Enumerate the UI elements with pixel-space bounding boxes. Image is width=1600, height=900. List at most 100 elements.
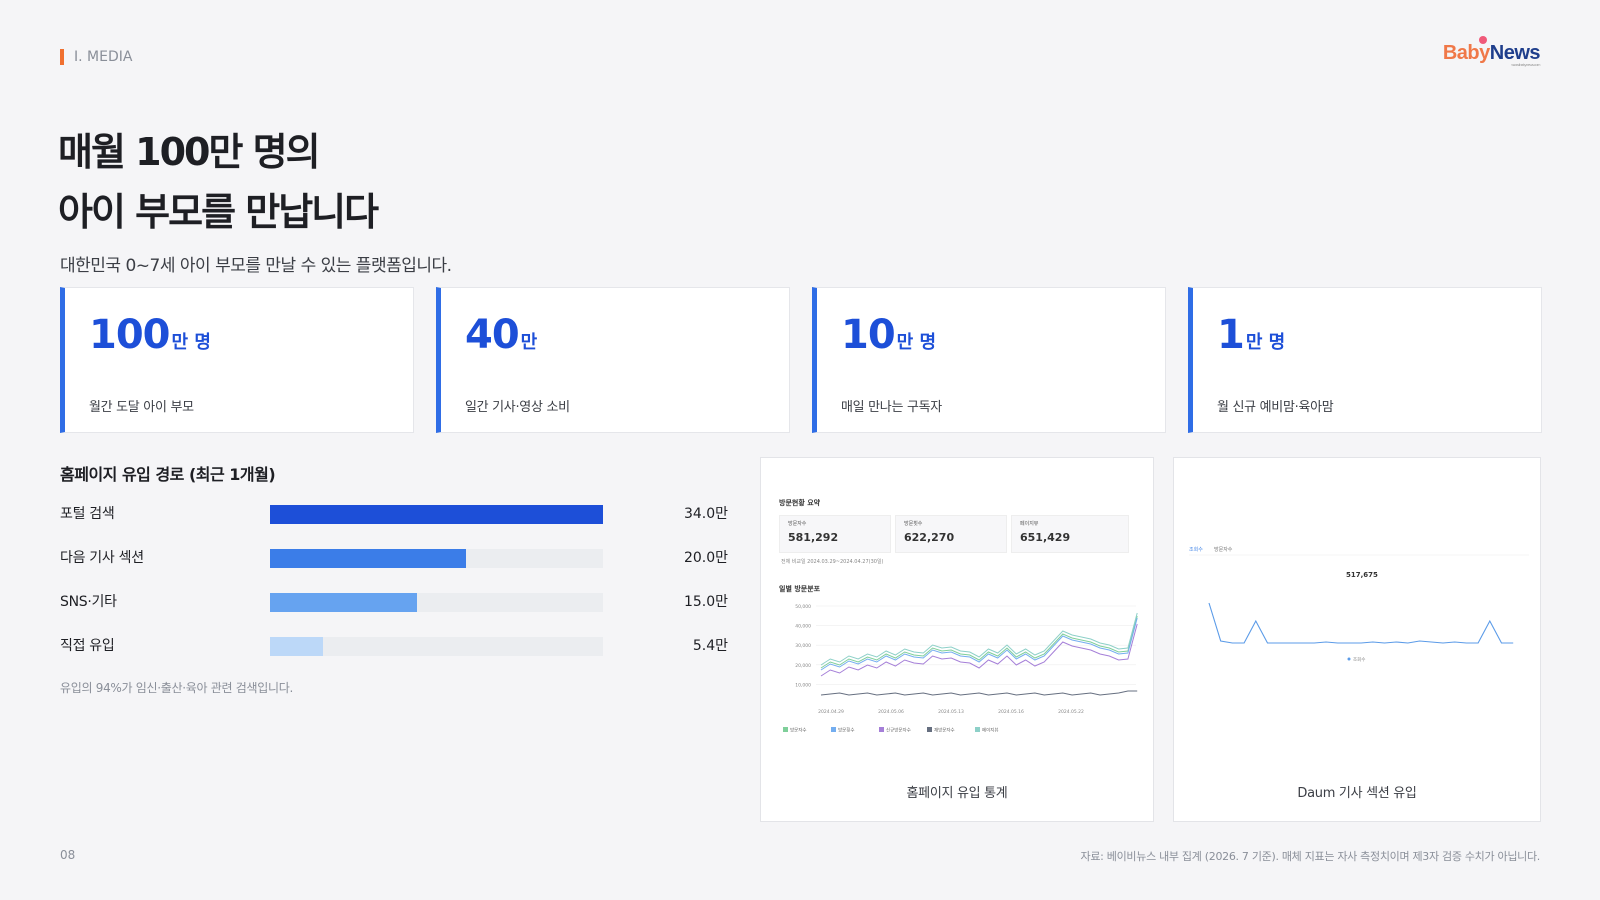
- screenshot-caption: Daum 기사 섹션 유입: [1297, 786, 1417, 801]
- legend-label: 방문자수: [790, 727, 807, 734]
- section-label: I. MEDIA: [74, 49, 133, 65]
- stat-unit: 만 명: [171, 332, 211, 353]
- inflow-note: 유입의 94%가 임신·출산·육아 관련 검색입니다.: [60, 681, 293, 695]
- y-tick-label: 20,000: [795, 663, 811, 669]
- legend-label: 페이지뷰: [982, 727, 999, 734]
- x-tick-label: 2024.04.29: [818, 709, 844, 715]
- legend-label: 조회수: [1353, 656, 1365, 663]
- series-line: [820, 615, 1138, 669]
- inflow-row: 직접 유입 5.4만: [60, 632, 728, 676]
- daum-section-screenshot: 조회수 방문자수 517,675 조회수 Daum 기사 섹션 유입: [1173, 457, 1541, 822]
- summary-key: 방문횟수: [904, 521, 923, 527]
- period-text: 전체 비교일 2024.03.29~2024.04.27(30일): [781, 559, 884, 565]
- legend-label: 재방문자수: [934, 727, 955, 734]
- stat-number: 100: [89, 312, 170, 358]
- inflow-track: [270, 593, 603, 612]
- summary-box: 방문횟수 622,270: [895, 515, 1007, 553]
- stat-unit: 만 명: [896, 332, 937, 353]
- daum-views-chart: 조회수: [1189, 554, 1529, 663]
- legend-swatch: [783, 727, 788, 732]
- legend-label: 방문횟수: [838, 727, 855, 734]
- inflow-label: 포털 검색: [60, 506, 115, 522]
- x-tick-label: 2024.05.16: [998, 709, 1024, 715]
- inflow-value: 20.0만: [683, 550, 728, 566]
- legend-swatch: [1347, 657, 1351, 661]
- y-tick-label: 10,000: [795, 682, 811, 688]
- summary-key: 방문자수: [788, 521, 807, 527]
- stat-unit: 만: [520, 332, 538, 353]
- section-tag: I. MEDIA: [60, 49, 132, 65]
- inflow-bars: 포털 검색 34.0만 다음 기사 섹션 20.0만 SNS·기타 15.0만 …: [60, 500, 728, 676]
- source-note: 자료: 베이비뉴스 내부 집계 (2026. 7 기준). 매체 지표는 자사 …: [1080, 850, 1541, 863]
- stat-label: 일간 기사·영상 소비: [465, 400, 570, 415]
- x-tick-label: 2024.05.13: [938, 709, 964, 715]
- stat-label: 월간 도달 아이 부모: [89, 400, 194, 415]
- inflow-track: [270, 505, 603, 524]
- inflow-label: SNS·기타: [60, 594, 117, 610]
- title-line-2: 아이 부모를 만납니다: [58, 190, 379, 234]
- views-line: [1208, 602, 1514, 644]
- x-tick-label: 2024.05.06: [878, 709, 904, 715]
- logo-dot-icon: [1478, 36, 1487, 44]
- inflow-row: 다음 기사 섹션 20.0만: [60, 544, 728, 588]
- chart-title: 일별 방문분포: [779, 585, 821, 593]
- section-marker: [60, 49, 64, 65]
- tab-visitors: 방문자수: [1214, 547, 1233, 553]
- legend-swatch: [831, 727, 836, 732]
- summary-box: 방문자수 581,292: [779, 515, 891, 553]
- stat-number: 1: [1217, 312, 1245, 358]
- summary-box: 페이지뷰 651,429: [1011, 515, 1129, 553]
- stat-label: 매일 만나는 구독자: [841, 400, 942, 415]
- legend-swatch: [927, 727, 932, 732]
- inflow-bar: [270, 593, 417, 612]
- inflow-label: 다음 기사 섹션: [60, 550, 144, 566]
- series-line: [820, 690, 1138, 696]
- summary-value: 581,292: [788, 531, 839, 544]
- y-tick-label: 40,000: [795, 624, 811, 630]
- stat-card-daily-consumption: 40 만 일간 기사·영상 소비: [436, 287, 790, 433]
- series-line: [820, 617, 1138, 671]
- title-line-1: 매월 100만 명의: [58, 130, 321, 174]
- inflow-row: SNS·기타 15.0만: [60, 588, 728, 632]
- page-subtitle: 대한민국 0~7세 아이 부모를 만날 수 있는 플랫폼입니다.: [60, 256, 452, 276]
- tab-views: 조회수: [1189, 547, 1203, 553]
- homepage-stats-screenshot: 방문현황 요약 방문자수 581,292 방문횟수 622,270 페이지뷰 6…: [760, 457, 1154, 822]
- stat-number: 10: [841, 312, 896, 358]
- page-number: 08: [60, 848, 76, 862]
- logo-baby: Baby: [1442, 42, 1490, 64]
- y-tick-label: 50,000: [795, 604, 811, 610]
- inflow-row: 포털 검색 34.0만: [60, 500, 728, 544]
- inflow-title: 홈페이지 유입 경로 (최근 1개월): [60, 465, 276, 484]
- stat-cards: 100 만 명 월간 도달 아이 부모 40 만 일간 기사·영상 소비 10 만 명…: [60, 287, 1542, 433]
- babynews-logo: BabyNews www.ibabynews.com: [1442, 36, 1541, 67]
- series-line: [820, 612, 1138, 666]
- inflow-bar: [270, 637, 323, 656]
- y-tick-label: 30,000: [795, 643, 811, 649]
- page-title: 매월 100만 명의 아이 부모를 만납니다: [58, 122, 379, 242]
- summary-value: 622,270: [904, 531, 955, 544]
- logo-news: News: [1489, 42, 1541, 64]
- legend-label: 신규방문자수: [886, 727, 911, 734]
- x-tick-label: 2024.05.22: [1058, 709, 1084, 715]
- inflow-track: [270, 637, 603, 656]
- stat-number: 40: [465, 312, 520, 358]
- inflow-track: [270, 549, 603, 568]
- legend-swatch: [879, 727, 884, 732]
- inflow-value: 15.0만: [683, 594, 728, 610]
- summary-key: 페이지뷰: [1020, 521, 1039, 527]
- logo-domain: www.ibabynews.com: [1511, 62, 1540, 67]
- inflow-label: 직접 유입: [60, 638, 115, 654]
- summary-title: 방문현황 요약: [779, 499, 821, 507]
- stat-unit: 만 명: [1245, 332, 1286, 353]
- inflow-bar: [270, 549, 466, 568]
- screenshot-caption: 홈페이지 유입 통계: [906, 786, 1008, 801]
- inflow-value: 34.0만: [683, 506, 728, 522]
- stat-card-monthly-reach: 100 만 명 월간 도달 아이 부모: [60, 287, 414, 433]
- inflow-value: 5.4만: [692, 638, 728, 654]
- daily-visits-chart: 50,000 40,000 30,000 20,000 10,000 2024.04.29…: [783, 604, 1138, 734]
- legend-swatch: [975, 727, 980, 732]
- stat-label: 월 신규 예비맘·육아맘: [1217, 400, 1334, 415]
- inflow-bar: [270, 505, 603, 524]
- series-line: [820, 623, 1138, 677]
